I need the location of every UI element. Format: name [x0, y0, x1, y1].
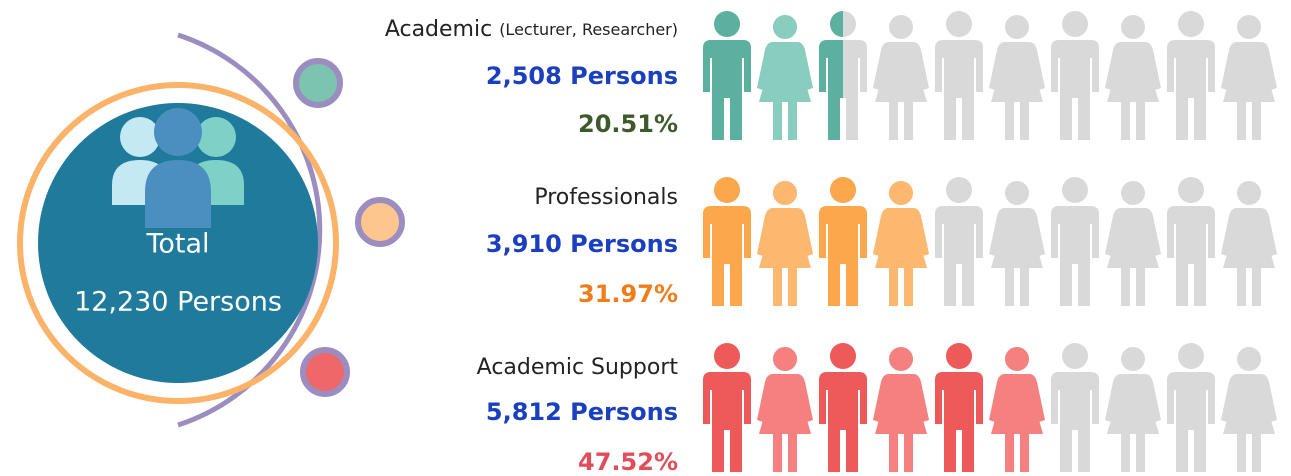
group-label: Academic Support — [477, 355, 679, 380]
person-icon — [757, 347, 813, 472]
person-icon — [1105, 15, 1161, 140]
person-icon-filled — [757, 181, 813, 306]
ring — [17, 82, 339, 404]
group-persons: 2,508 Persons — [486, 62, 678, 90]
group-persons: 5,812 Persons — [486, 398, 678, 426]
group-bubble — [355, 197, 405, 247]
person-icon — [1167, 11, 1215, 140]
group-persons: 3,910 Persons — [486, 230, 678, 258]
person-icon-filled — [935, 343, 983, 472]
person-icon — [1051, 177, 1099, 306]
group-label-main: Professionals — [534, 185, 678, 210]
person-icon-filled — [703, 177, 751, 306]
person-icon — [757, 181, 813, 306]
person-icon-filled — [703, 343, 751, 472]
person-icon-filled — [873, 181, 929, 306]
person-icon — [819, 11, 867, 140]
people-icon — [112, 108, 244, 228]
person-icon — [873, 15, 929, 140]
group-percent: 31.97% — [578, 280, 678, 308]
person-icon — [873, 181, 929, 306]
total-value: 12,230 Persons — [74, 287, 282, 318]
group-percent: 20.51% — [578, 110, 678, 138]
person-icon — [703, 11, 751, 140]
group-bubble — [300, 347, 350, 397]
person-icon — [935, 177, 983, 306]
person-icon — [873, 347, 929, 472]
group-label-main: Academic Support — [477, 355, 679, 380]
person-icon — [1167, 343, 1215, 472]
group-label: Professionals — [534, 185, 678, 210]
person-icon — [1167, 177, 1215, 306]
person-icon — [703, 343, 751, 472]
person-icon — [989, 15, 1045, 140]
person-icon — [1105, 181, 1161, 306]
person-icon — [1105, 347, 1161, 472]
group-percent: 47.52% — [578, 448, 678, 476]
person-icon-filled — [873, 347, 929, 472]
person-icon — [1221, 347, 1277, 472]
person-icon-filled — [757, 347, 813, 472]
total-circle — [38, 103, 318, 383]
person-icon — [819, 177, 867, 306]
person-icon — [935, 11, 983, 140]
person-icon — [989, 347, 1045, 472]
total-label: Total — [145, 229, 209, 260]
person-icon — [703, 177, 751, 306]
person-icon-filled — [819, 343, 867, 472]
person-icon-filled — [703, 11, 751, 140]
person-icon-filled — [819, 177, 867, 306]
person-icon-filled — [989, 347, 1045, 472]
person-icon — [757, 15, 813, 140]
person-icon — [819, 343, 867, 472]
person-icon — [1051, 343, 1099, 472]
group-label-main: Academic — [385, 17, 499, 42]
group-label-note: (Lecturer, Researcher) — [499, 20, 678, 39]
person-icon-filled — [819, 11, 843, 140]
person-icon — [1051, 11, 1099, 140]
person-icon — [989, 181, 1045, 306]
person-icon — [1221, 181, 1277, 306]
group-label: Academic (Lecturer, Researcher) — [385, 17, 678, 42]
person-icon-filled — [757, 15, 813, 140]
person-icon — [935, 343, 983, 472]
person-icon — [1221, 15, 1277, 140]
group-bubble — [293, 58, 343, 108]
